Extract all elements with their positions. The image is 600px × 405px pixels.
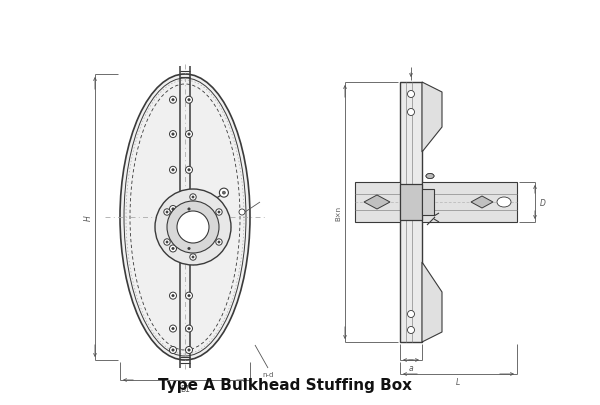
Circle shape bbox=[216, 239, 222, 245]
Text: n-d: n-d bbox=[262, 371, 274, 377]
Circle shape bbox=[239, 209, 245, 215]
Circle shape bbox=[170, 97, 176, 104]
Polygon shape bbox=[422, 262, 442, 342]
Circle shape bbox=[185, 347, 193, 354]
FancyBboxPatch shape bbox=[400, 185, 422, 220]
Circle shape bbox=[185, 292, 193, 299]
Circle shape bbox=[185, 167, 193, 174]
Circle shape bbox=[170, 325, 176, 332]
Circle shape bbox=[164, 209, 170, 216]
FancyBboxPatch shape bbox=[400, 83, 422, 342]
Circle shape bbox=[188, 247, 190, 250]
Circle shape bbox=[170, 245, 176, 252]
Circle shape bbox=[190, 194, 196, 201]
Circle shape bbox=[188, 208, 190, 211]
FancyBboxPatch shape bbox=[355, 183, 400, 222]
Ellipse shape bbox=[426, 174, 434, 179]
Ellipse shape bbox=[426, 174, 434, 179]
Circle shape bbox=[407, 327, 415, 334]
Polygon shape bbox=[422, 83, 442, 153]
Circle shape bbox=[170, 347, 176, 354]
Text: D: D bbox=[540, 198, 546, 207]
Circle shape bbox=[192, 256, 194, 258]
Circle shape bbox=[172, 134, 174, 136]
Circle shape bbox=[172, 349, 174, 351]
Circle shape bbox=[185, 325, 193, 332]
Circle shape bbox=[172, 208, 174, 211]
Circle shape bbox=[216, 209, 222, 216]
FancyBboxPatch shape bbox=[422, 190, 434, 215]
Circle shape bbox=[220, 189, 229, 198]
Circle shape bbox=[170, 167, 176, 174]
Circle shape bbox=[172, 328, 174, 330]
Circle shape bbox=[218, 241, 220, 243]
Circle shape bbox=[170, 292, 176, 299]
Circle shape bbox=[188, 295, 190, 297]
Text: H: H bbox=[83, 215, 92, 220]
Circle shape bbox=[155, 190, 231, 265]
Text: Type A Bulkhead Stuffing Box: Type A Bulkhead Stuffing Box bbox=[158, 377, 412, 392]
Circle shape bbox=[407, 109, 415, 116]
Text: B1: B1 bbox=[180, 385, 190, 394]
Circle shape bbox=[218, 211, 220, 213]
Circle shape bbox=[223, 192, 226, 195]
Circle shape bbox=[190, 254, 196, 260]
Circle shape bbox=[166, 211, 168, 213]
Circle shape bbox=[192, 196, 194, 198]
Circle shape bbox=[188, 349, 190, 351]
Circle shape bbox=[172, 295, 174, 297]
Circle shape bbox=[407, 311, 415, 318]
Circle shape bbox=[164, 239, 170, 245]
Circle shape bbox=[188, 169, 190, 172]
Ellipse shape bbox=[120, 75, 250, 360]
Circle shape bbox=[170, 206, 176, 213]
FancyBboxPatch shape bbox=[422, 183, 517, 222]
Circle shape bbox=[188, 328, 190, 330]
Circle shape bbox=[177, 211, 209, 243]
Circle shape bbox=[185, 97, 193, 104]
Polygon shape bbox=[364, 196, 390, 209]
Circle shape bbox=[185, 206, 193, 213]
Text: B×n: B×n bbox=[335, 205, 341, 220]
Circle shape bbox=[188, 99, 190, 102]
Circle shape bbox=[166, 241, 168, 243]
Ellipse shape bbox=[497, 198, 511, 207]
Circle shape bbox=[170, 131, 176, 138]
Circle shape bbox=[172, 247, 174, 250]
Polygon shape bbox=[471, 196, 493, 209]
Circle shape bbox=[185, 131, 193, 138]
Circle shape bbox=[407, 91, 415, 98]
Circle shape bbox=[172, 169, 174, 172]
Text: a: a bbox=[409, 364, 413, 373]
Circle shape bbox=[167, 202, 219, 254]
Text: L: L bbox=[456, 377, 460, 386]
Circle shape bbox=[172, 99, 174, 102]
Circle shape bbox=[188, 134, 190, 136]
Circle shape bbox=[185, 245, 193, 252]
